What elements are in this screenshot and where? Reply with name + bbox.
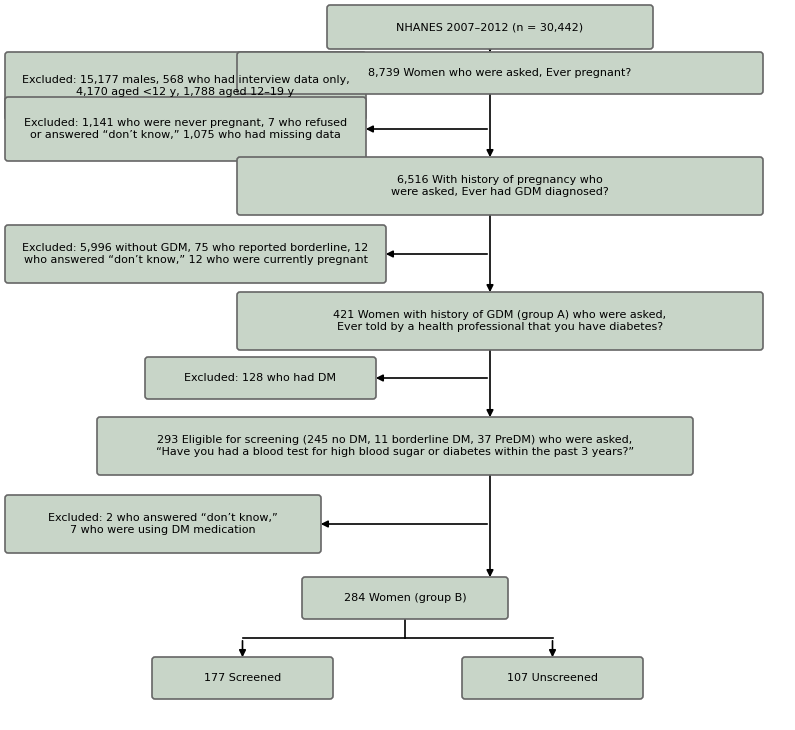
Text: 421 Women with history of GDM (group A) who were asked,
Ever told by a health pr: 421 Women with history of GDM (group A) … [333,310,666,332]
FancyBboxPatch shape [237,52,763,94]
FancyBboxPatch shape [5,97,366,161]
Text: 177 Screened: 177 Screened [204,673,281,683]
Text: 6,516 With history of pregnancy who
were asked, Ever had GDM diagnosed?: 6,516 With history of pregnancy who were… [391,175,609,197]
FancyBboxPatch shape [5,52,366,120]
Text: 8,739 Women who were asked, Ever pregnant?: 8,739 Women who were asked, Ever pregnan… [368,68,631,78]
FancyBboxPatch shape [145,357,376,399]
Text: 284 Women (group B): 284 Women (group B) [343,593,467,603]
FancyBboxPatch shape [327,5,653,49]
Text: 293 Eligible for screening (245 no DM, 11 borderline DM, 37 PreDM) who were aske: 293 Eligible for screening (245 no DM, 1… [156,435,634,457]
Text: Excluded: 2 who answered “don’t know,”
7 who were using DM medication: Excluded: 2 who answered “don’t know,” 7… [48,513,278,535]
FancyBboxPatch shape [462,657,643,699]
FancyBboxPatch shape [5,225,386,283]
FancyBboxPatch shape [97,417,693,475]
Text: 107 Unscreened: 107 Unscreened [507,673,598,683]
Text: NHANES 2007–2012 (n = 30,442): NHANES 2007–2012 (n = 30,442) [397,22,584,32]
FancyBboxPatch shape [152,657,333,699]
Text: Excluded: 5,996 without GDM, 75 who reported borderline, 12
who answered “don’t : Excluded: 5,996 without GDM, 75 who repo… [22,243,369,265]
FancyBboxPatch shape [237,157,763,215]
FancyBboxPatch shape [5,495,321,553]
Text: Excluded: 15,177 males, 568 who had interview data only,
4,170 aged <12 y, 1,788: Excluded: 15,177 males, 568 who had inte… [21,75,349,97]
FancyBboxPatch shape [237,292,763,350]
Text: Excluded: 128 who had DM: Excluded: 128 who had DM [184,373,336,383]
Text: Excluded: 1,141 who were never pregnant, 7 who refused
or answered “don’t know,”: Excluded: 1,141 who were never pregnant,… [24,118,347,140]
FancyBboxPatch shape [302,577,508,619]
